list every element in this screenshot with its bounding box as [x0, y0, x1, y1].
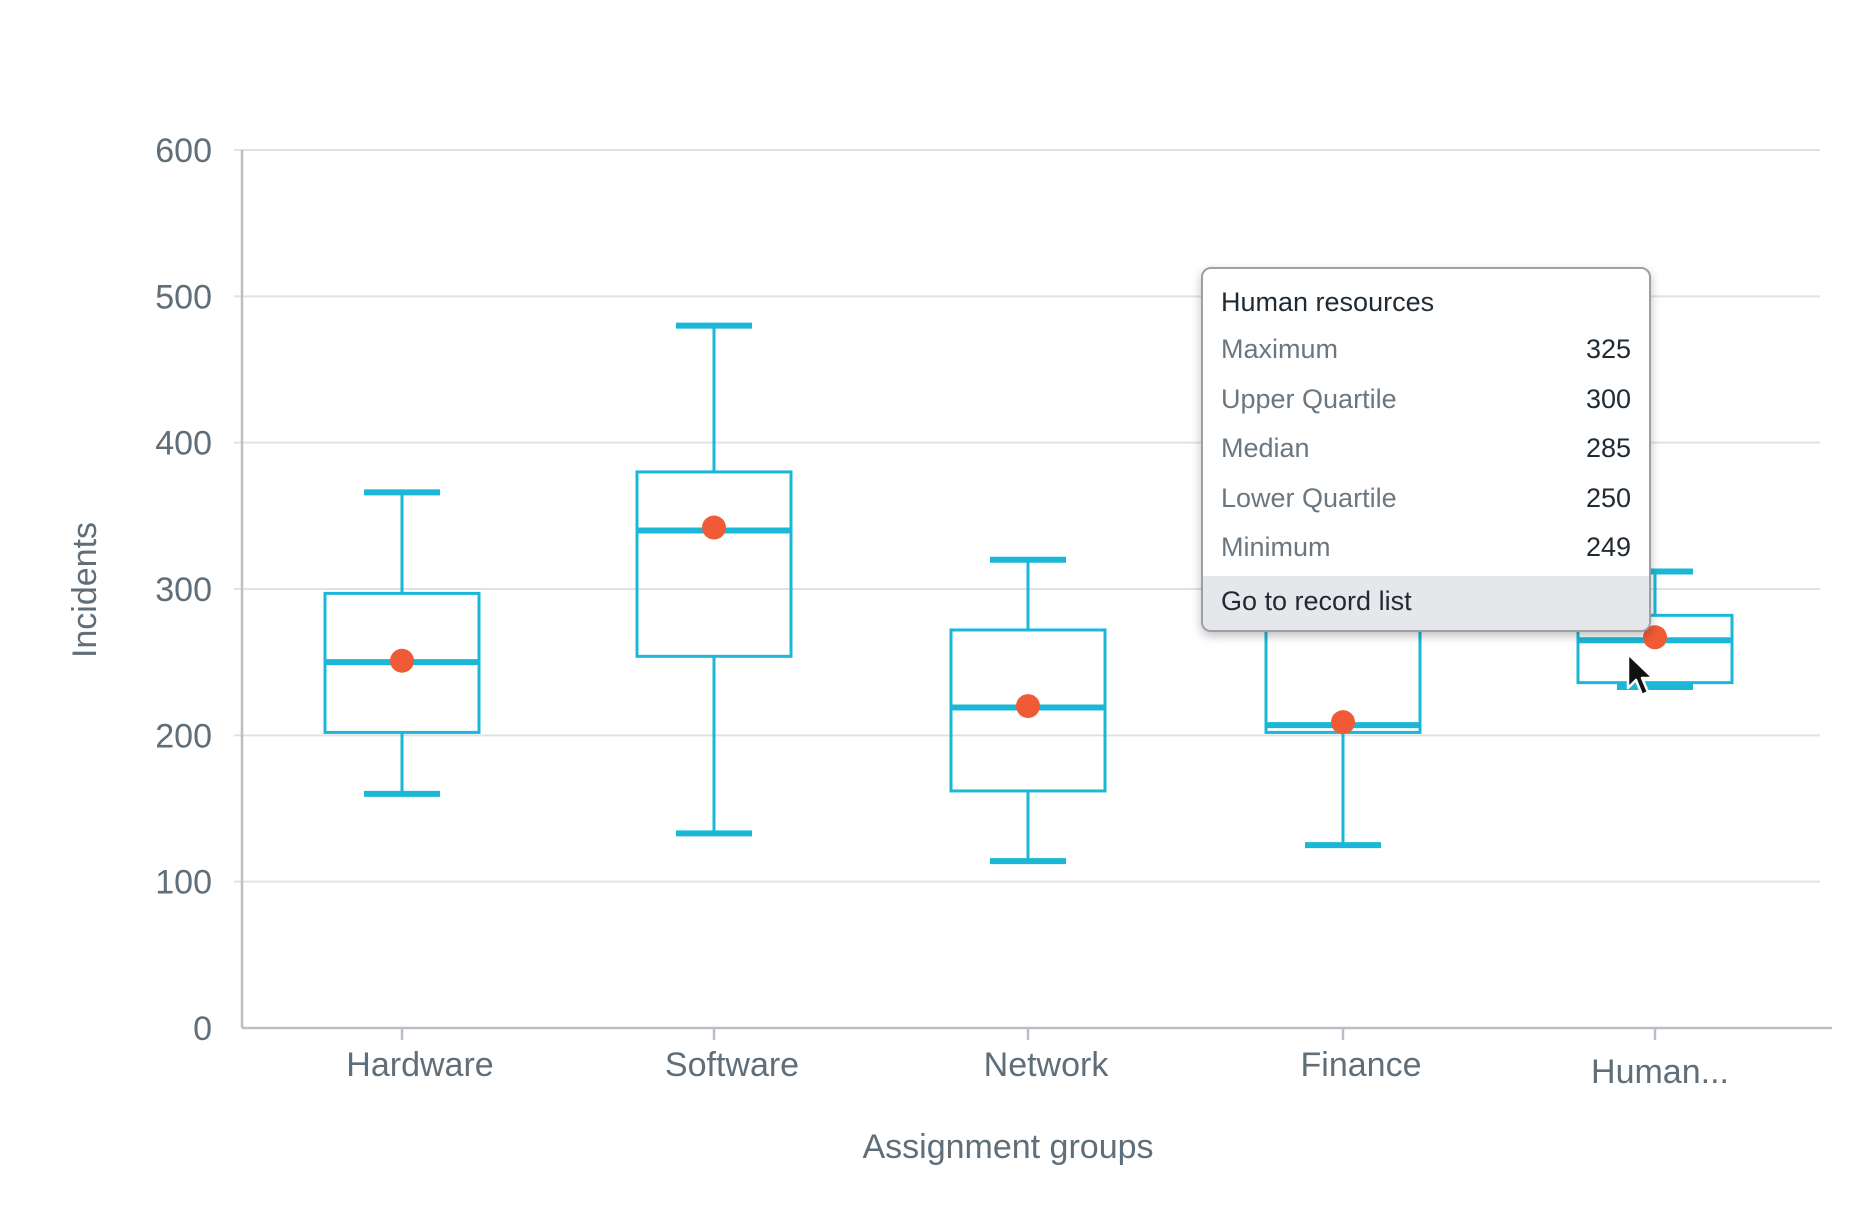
tooltip-row-maximum: Maximum 325: [1221, 334, 1631, 374]
y-tick-label: 300: [155, 571, 212, 609]
tooltip-label: Maximum: [1221, 334, 1339, 364]
y-tick-label: 500: [155, 278, 212, 316]
y-axis-title: Incidents: [66, 522, 104, 658]
tooltip-label: Lower Quartile: [1221, 483, 1397, 513]
y-tick-label: 100: [155, 864, 212, 902]
tooltip-label: Minimum: [1221, 532, 1331, 562]
go-to-record-list-label: Go to record list: [1221, 586, 1412, 616]
tooltip-row-upper-quartile: Upper Quartile 300: [1221, 384, 1631, 424]
y-tick-label: 600: [155, 132, 212, 170]
tooltip-value: 325: [1585, 334, 1631, 364]
iqr-box: [635, 470, 793, 658]
tooltip-label: Median: [1221, 433, 1310, 463]
tooltip-value: 249: [1585, 532, 1631, 562]
mean-marker: [1643, 625, 1667, 650]
tooltip-row-lower-quartile: Lower Quartile 250: [1221, 483, 1631, 523]
arrow-pointer-icon: [1626, 652, 1655, 697]
go-to-record-list-link[interactable]: Go to record list: [1203, 576, 1649, 630]
y-tick-label: 400: [155, 425, 212, 463]
mean-marker: [1016, 694, 1040, 719]
x-tick-label: Network: [984, 1046, 1110, 1084]
y-tick-label: 0: [193, 1010, 212, 1048]
x-tick-label: Software: [665, 1046, 799, 1084]
tooltip-title: Human resources: [1221, 287, 1435, 317]
x-tick-label: Human...: [1591, 1053, 1729, 1091]
tooltip-row-minimum: Minimum 249: [1221, 532, 1631, 572]
tooltip-value: 300: [1585, 384, 1631, 414]
x-tick-label: Finance: [1301, 1046, 1422, 1084]
x-tick-label: Hardware: [346, 1046, 493, 1084]
tooltip-value: 285: [1585, 433, 1631, 463]
mean-marker: [390, 648, 414, 673]
mean-marker: [702, 515, 726, 540]
x-axis-title: Assignment groups: [862, 1128, 1153, 1166]
mean-marker: [1331, 710, 1355, 735]
y-tick-label: 200: [155, 717, 212, 755]
chart-tooltip: Human resources Maximum 325 Upper Quarti…: [1201, 267, 1651, 632]
tooltip-value: 250: [1585, 483, 1631, 513]
iqr-box: [1576, 613, 1734, 685]
tooltip-row-median: Median 285: [1221, 433, 1631, 473]
tooltip-label: Upper Quartile: [1221, 384, 1397, 414]
